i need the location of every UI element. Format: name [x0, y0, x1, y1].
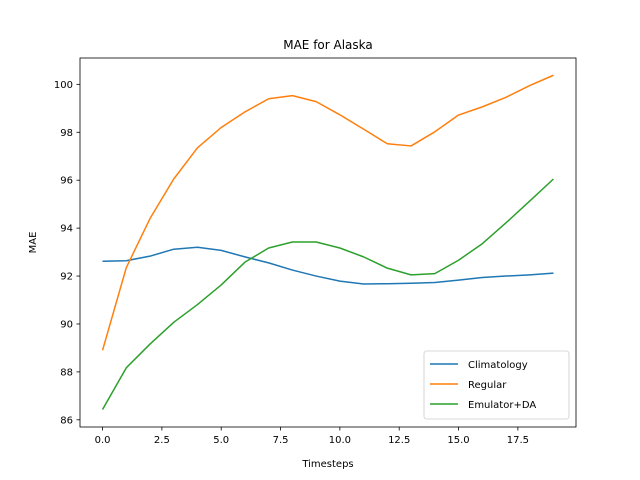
x-tick-label: 2.5 — [154, 435, 170, 446]
y-axis: 86 88 90 92 94 96 98 100 — [54, 80, 80, 426]
x-axis: 0.0 2.5 5.0 7.5 10.0 12.5 15.0 17.5 — [95, 427, 529, 446]
x-tick-label: 12.5 — [388, 435, 410, 446]
x-axis-title: Timesteps — [301, 459, 353, 470]
y-tick-label: 100 — [54, 80, 73, 91]
y-tick-label: 98 — [60, 128, 73, 139]
series-layer — [101, 74, 554, 410]
legend: Climatology Regular Emulator+DA — [423, 350, 570, 420]
y-tick-label: 90 — [60, 319, 73, 330]
legend-label: Emulator+DA — [468, 400, 536, 411]
y-tick-label: 96 — [60, 176, 73, 187]
y-tick-label: 86 — [60, 415, 73, 426]
x-tick-label: 17.5 — [507, 435, 529, 446]
y-axis-title: MAE — [28, 232, 39, 254]
series-line-regular — [101, 74, 554, 351]
x-tick-label: 10.0 — [329, 435, 351, 446]
series-line-climatology — [102, 246, 554, 285]
chart-title: MAE for Alaska — [283, 38, 373, 52]
y-tick-label: 88 — [60, 367, 73, 378]
legend-label: Climatology — [468, 360, 528, 371]
plot-frame — [79, 57, 577, 428]
x-tick-label: 0.0 — [95, 435, 111, 446]
legend-label: Regular — [468, 380, 507, 391]
y-tick-label: 92 — [60, 272, 73, 283]
series-line-emulator-da — [101, 178, 554, 410]
x-tick-label: 15.0 — [447, 435, 469, 446]
y-tick-label: 94 — [60, 224, 73, 235]
x-tick-label: 7.5 — [273, 435, 289, 446]
x-tick-label: 5.0 — [213, 435, 229, 446]
legend-box — [423, 350, 570, 420]
